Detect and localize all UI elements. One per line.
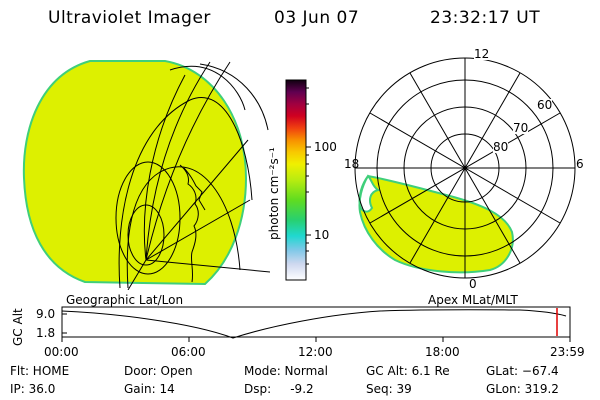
altitude-ymax: 9.0 bbox=[36, 307, 56, 321]
altitude-curve bbox=[61, 309, 567, 339]
altitude-yticks bbox=[62, 313, 67, 334]
geographic-image bbox=[22, 60, 270, 290]
altitude-xticks bbox=[61, 337, 571, 342]
status-gc-alt: GC Alt: 6.1 Re bbox=[366, 364, 450, 378]
mlt-spokes bbox=[355, 58, 575, 278]
status-mode: Mode: Normal bbox=[244, 364, 328, 378]
status-dsp: Dsp: -9.2 bbox=[244, 382, 314, 396]
status-gain: Gain: 14 bbox=[124, 382, 175, 396]
mlat-label-60: 60 bbox=[537, 98, 553, 112]
altitude-ymin: 1.8 bbox=[36, 326, 56, 340]
status-ip: IP: 36.0 bbox=[10, 382, 56, 396]
altitude-ylabel: GC Alt bbox=[11, 308, 25, 346]
colorbar-ticks bbox=[306, 87, 311, 265]
uv-emission-disk bbox=[22, 60, 248, 286]
mlat-label-80: 80 bbox=[493, 140, 509, 154]
apex-label: Apex MLat/MLT bbox=[428, 293, 518, 307]
colorbar-tick-100: 100 bbox=[314, 140, 337, 154]
altitude-xtick-3: 18:00 bbox=[425, 345, 460, 359]
mlt-label-18: 18 bbox=[344, 157, 360, 171]
date-label: 03 Jun 07 bbox=[274, 8, 360, 28]
altitude-xtick-0: 00:00 bbox=[44, 345, 79, 359]
mlat-label-70: 70 bbox=[513, 121, 529, 135]
colorbar bbox=[285, 79, 311, 281]
colorbar-gradient bbox=[285, 79, 307, 281]
colorbar-unit-label: photon cm⁻²s⁻¹ bbox=[267, 147, 281, 240]
altitude-frame bbox=[61, 306, 571, 338]
altitude-plot bbox=[61, 306, 571, 342]
colorbar-tick-10: 10 bbox=[314, 228, 330, 242]
status-seq: Seq: 39 bbox=[366, 382, 412, 396]
mlt-label-12: 12 bbox=[474, 47, 490, 61]
polar-plot bbox=[354, 57, 576, 279]
mlt-label-6: 6 bbox=[576, 157, 584, 171]
geographic-label: Geographic Lat/Lon bbox=[66, 293, 184, 307]
uv-emission-oval bbox=[358, 174, 514, 274]
status-flt: Flt: HOME bbox=[10, 364, 70, 378]
altitude-xtick-1: 06:00 bbox=[171, 345, 206, 359]
geo-grid bbox=[115, 61, 270, 290]
instrument-title: Ultraviolet Imager bbox=[48, 8, 211, 28]
altitude-xtick-2: 12:00 bbox=[298, 345, 333, 359]
time-label: 23:32:17 UT bbox=[430, 8, 541, 28]
status-glon: GLon: 319.2 bbox=[486, 382, 559, 396]
status-door: Door: Open bbox=[124, 364, 193, 378]
status-glat: GLat: −67.4 bbox=[486, 364, 559, 378]
altitude-xtick-4: 23:59 bbox=[550, 345, 585, 359]
mlt-label-0: 0 bbox=[469, 277, 477, 291]
